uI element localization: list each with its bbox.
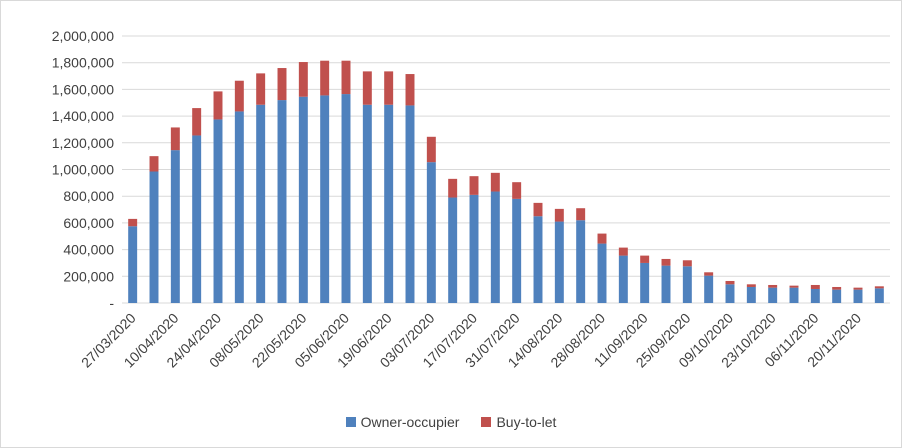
y-tick-label: 1,200,000 [52,135,114,151]
bar-segment-buy-to-let [725,280,735,285]
bar-segment-buy-to-let [149,156,159,172]
bar-segment-buy-to-let [320,60,330,96]
bar-segment-owner-occupier [682,266,692,303]
bar-segment-owner-occupier [533,216,543,303]
bar-segment-owner-occupier [149,171,159,303]
bar-segment-buy-to-let [490,172,500,192]
bar-segment-buy-to-let [682,260,692,267]
bar-segment-buy-to-let [426,136,436,163]
bar-segment-buy-to-let [533,202,543,217]
bar-segment-buy-to-let [597,233,607,244]
y-tick-label: 600,000 [63,215,114,231]
bar-segment-buy-to-let [192,108,202,136]
bar-segment-owner-occupier [469,194,479,303]
bar-segment-owner-occupier [512,198,522,303]
bar-segment-owner-occupier [597,243,607,303]
bar-segment-owner-occupier [490,191,500,303]
bar-segment-buy-to-let [789,285,799,288]
bar-segment-owner-occupier [341,94,351,303]
y-tick-label: 2,000,000 [52,28,114,44]
bar-segment-buy-to-let [704,272,714,276]
y-tick-label: 1,800,000 [52,55,114,71]
bar-segment-owner-occupier [640,262,650,303]
bar-segment-buy-to-let [234,80,244,112]
gridlines [122,35,890,304]
bar-segment-buy-to-let [213,91,223,120]
bar-segment-owner-occupier [426,162,436,303]
legend-label-owner-occupier: Owner-occupier [360,414,460,430]
legend-item-buy-to-let: Buy-to-let [481,414,556,430]
bar-segment-owner-occupier [789,287,799,303]
bar-segment-buy-to-let [810,284,820,289]
bar-segment-owner-occupier [874,288,884,303]
bar-segment-owner-occupier [725,284,735,303]
bar-segment-buy-to-let [512,182,522,199]
bar-segment-buy-to-let [661,258,671,266]
bar-segment-owner-occupier [810,288,820,303]
bar-segment-owner-occupier [384,104,394,303]
bar-segment-owner-occupier [277,100,287,303]
bar-segment-buy-to-let [640,255,650,263]
bar-segment-owner-occupier [128,226,138,303]
y-tick-label: 1,600,000 [52,81,114,97]
bar-segment-owner-occupier [768,287,778,303]
bar-segment-buy-to-let [618,247,628,256]
y-tick-label: 1,000,000 [52,162,114,178]
bar-segment-owner-occupier [554,221,564,303]
y-tick-label: 1,400,000 [52,108,114,124]
legend-swatch-owner-occupier [345,417,356,427]
bar-segment-owner-occupier [170,150,180,303]
bar-segment-buy-to-let [746,284,756,287]
legend-item-owner-occupier: Owner-occupier [345,414,460,430]
bar-segment-buy-to-let [768,284,778,288]
bar-segment-owner-occupier [234,111,244,304]
bar-segment-buy-to-let [362,71,372,105]
bar-segment-owner-occupier [704,275,714,303]
bar-segment-buy-to-let [874,286,884,289]
bar-segment-owner-occupier [320,95,330,303]
legend: Owner-occupier Buy-to-let [0,414,902,430]
bar-segment-owner-occupier [832,289,842,303]
bar-segment-owner-occupier [362,104,372,303]
bar-segment-owner-occupier [576,220,586,303]
bar-segment-buy-to-let [256,73,266,105]
bar-segment-buy-to-let [576,208,586,221]
bar-segment-owner-occupier [448,197,458,303]
bar-segment-owner-occupier [298,96,308,304]
bar-segment-buy-to-let [853,287,863,290]
y-tick-label: 800,000 [63,188,114,204]
bar-segment-buy-to-let [448,178,458,198]
bar-segment-buy-to-let [277,68,287,101]
bar-segment-owner-occupier [618,255,628,303]
bar-segment-owner-occupier [661,265,671,303]
bar-segment-buy-to-let [554,208,564,222]
bars [128,60,884,304]
y-tick-label: 200,000 [63,268,114,284]
bar-segment-owner-occupier [192,135,202,303]
bar-segment-owner-occupier [256,104,266,303]
bar-segment-buy-to-let [832,286,842,290]
bar-segment-owner-occupier [853,289,863,303]
bar-segment-buy-to-let [384,71,394,105]
y-tick-label: - [109,295,114,311]
bar-segment-buy-to-let [405,74,415,106]
bar-segment-buy-to-let [128,218,138,227]
bar-segment-buy-to-let [469,176,479,195]
bar-segment-owner-occupier [746,286,756,303]
bar-segment-owner-occupier [213,119,223,303]
legend-swatch-buy-to-let [481,417,492,427]
bar-segment-buy-to-let [170,127,180,151]
legend-label-buy-to-let: Buy-to-let [496,414,557,430]
bar-segment-owner-occupier [405,105,415,303]
y-tick-label: 400,000 [63,242,114,258]
bar-segment-buy-to-let [298,62,308,97]
bar-segment-buy-to-let [341,60,351,95]
